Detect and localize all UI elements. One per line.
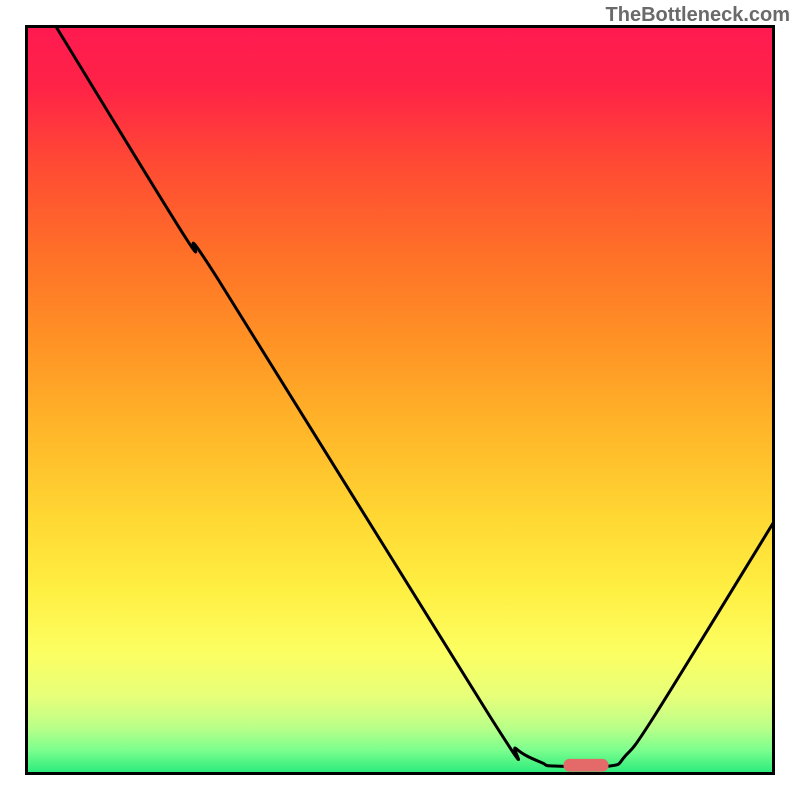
bottleneck-chart: [25, 25, 775, 775]
optimum-marker: [564, 759, 609, 772]
watermark-text: TheBottleneck.com: [606, 4, 790, 27]
chart-svg: [25, 25, 775, 775]
gradient-background: [28, 28, 772, 772]
